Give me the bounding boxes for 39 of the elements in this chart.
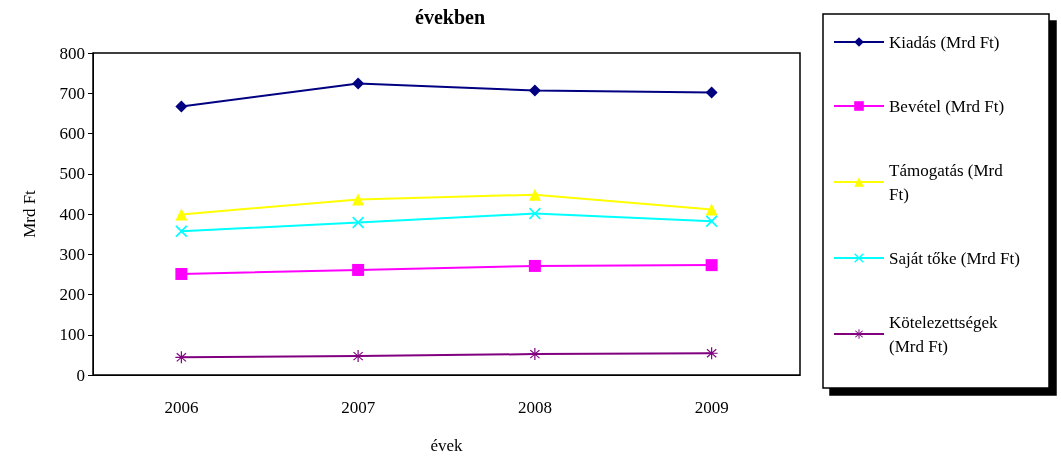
y-tick-label: 300 (59, 244, 85, 264)
point (175, 100, 188, 113)
legend-label: Saját tőke (Mrd Ft) (889, 248, 1020, 268)
legend-label: Bevétel (Mrd Ft) (889, 96, 1005, 116)
point (352, 350, 365, 363)
x-tick-label: 2007 (341, 398, 376, 417)
point (352, 77, 365, 90)
legend-label: Kötelezettségek (Mrd Ft) (889, 312, 1002, 356)
point (175, 267, 188, 280)
y-tick-label: 800 (59, 43, 85, 63)
point (175, 351, 188, 364)
point (705, 203, 718, 216)
x-axis-title: évek (430, 436, 464, 455)
point (528, 259, 541, 272)
y-tick-label: 500 (59, 164, 85, 184)
x-tick-label: 2008 (517, 398, 552, 417)
y-tick-label: 400 (59, 204, 85, 224)
point (705, 86, 718, 99)
chart-title: években (415, 6, 485, 28)
point (352, 193, 365, 206)
y-tick-label: 0 (76, 365, 85, 385)
point (352, 263, 365, 276)
legend-label: Támogatás (Mrd Ft) (889, 160, 1008, 204)
y-tick-label: 700 (59, 83, 85, 103)
point (175, 208, 188, 221)
y-axis-title: Mrd Ft (20, 189, 39, 238)
point (528, 188, 541, 201)
point (528, 84, 541, 97)
point (528, 348, 541, 361)
y-tick-label: 200 (59, 285, 85, 304)
legend-label: Kiadás (Mrd Ft) (889, 32, 1000, 52)
x-tick-label: 2006 (164, 398, 199, 417)
y-tick-label: 100 (59, 325, 85, 345)
x-tick-label: 2009 (694, 398, 729, 417)
point (705, 215, 718, 228)
y-tick-label: 600 (59, 124, 85, 143)
point (705, 347, 718, 360)
point (705, 259, 718, 272)
point (175, 225, 188, 238)
